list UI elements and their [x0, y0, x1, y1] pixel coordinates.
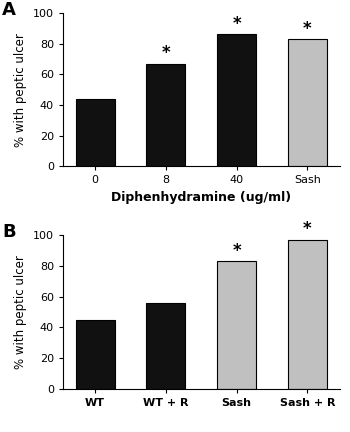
Text: A: A [2, 1, 16, 19]
Bar [146, 64, 185, 166]
Text: *: * [303, 220, 312, 238]
Bar [76, 99, 114, 166]
Text: *: * [162, 44, 170, 62]
Bar [288, 240, 327, 389]
Text: B: B [2, 223, 16, 241]
Bar [217, 261, 256, 389]
Y-axis label: % with peptic ulcer: % with peptic ulcer [14, 33, 27, 146]
Bar [146, 303, 185, 389]
X-axis label: Diphenhydramine (ug/ml): Diphenhydramine (ug/ml) [111, 191, 291, 204]
Bar [76, 320, 114, 389]
Text: *: * [232, 15, 241, 33]
Text: *: * [303, 19, 312, 38]
Y-axis label: % with peptic ulcer: % with peptic ulcer [14, 255, 27, 369]
Bar [217, 35, 256, 166]
Bar [288, 39, 327, 166]
Text: *: * [232, 242, 241, 260]
